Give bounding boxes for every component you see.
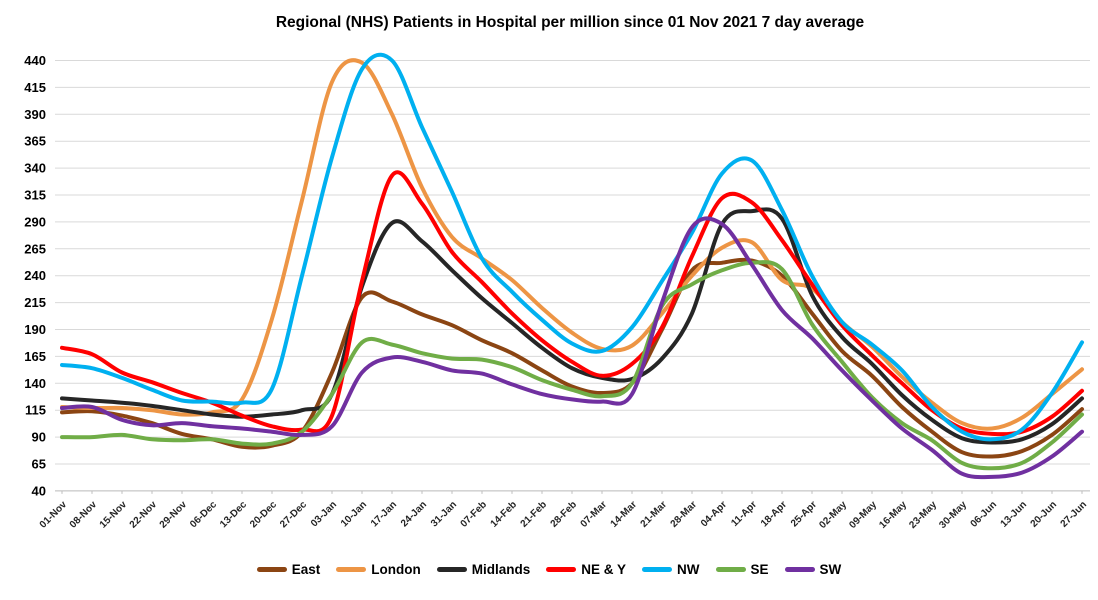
x-axis-tick-label: 14-Mar <box>609 499 640 530</box>
x-axis-tick-label: 03-Jan <box>309 499 339 529</box>
y-axis-tick-label: 315 <box>24 188 46 203</box>
legend-label-sw: SW <box>819 562 842 577</box>
y-axis-tick-label: 190 <box>24 322 46 337</box>
y-axis-tick-label: 265 <box>24 241 46 256</box>
legend-swatch-sw <box>784 567 815 572</box>
x-axis-tick-label: 11-Apr <box>729 499 759 529</box>
x-axis-tick-label: 18-Apr <box>759 499 789 529</box>
y-axis-tick-label: 365 <box>24 134 46 149</box>
y-axis-tick-label: 65 <box>32 457 46 472</box>
y-axis-tick-label: 390 <box>24 107 46 122</box>
legend: East London Midlands NE & Y NW SE SW <box>0 562 1098 577</box>
legend-item-se: SE <box>715 562 769 577</box>
chart-title: Regional (NHS) Patients in Hospital per … <box>275 14 865 31</box>
x-axis-tick-label: 23-May <box>907 499 939 531</box>
y-axis-tick-label: 440 <box>24 53 46 68</box>
legend-item-london: London <box>336 562 421 577</box>
legend-swatch-se <box>715 567 746 572</box>
x-axis-tick-label: 27-Dec <box>278 499 309 530</box>
legend-item-sw: SW <box>784 562 842 577</box>
legend-item-east: East <box>256 562 321 577</box>
series-line-sw <box>60 216 1084 480</box>
x-axis-tick-label: 30-May <box>937 499 969 531</box>
x-axis-tick-label: 28-Feb <box>549 499 580 530</box>
x-axis-tick-label: 21-Feb <box>519 499 550 530</box>
legend-swatch-ne-y <box>546 567 577 572</box>
y-axis-tick-label: 165 <box>24 349 46 364</box>
x-axis-tick-label: 14-Feb <box>489 499 520 530</box>
x-axis-tick-label: 21-Mar <box>639 499 670 530</box>
legend-swatch-midlands <box>436 567 467 572</box>
x-axis-tick-label: 29-Nov <box>158 499 190 531</box>
x-axis-tick-label: 17-Jan <box>369 499 399 529</box>
x-axis-tick-label: 15-Nov <box>98 499 130 531</box>
x-axis-tick-label: 20-Jun <box>1029 499 1060 530</box>
x-axis-tick-label: 07-Feb <box>459 499 490 530</box>
legend-item-midlands: Midlands <box>436 562 531 577</box>
series-line-east <box>60 257 1084 459</box>
y-axis-tick-label: 140 <box>24 376 46 391</box>
x-axis-tick-label: 06-Jun <box>969 499 1000 530</box>
plot-area: 440 415 390 365 340 315 290 265 240 215 190 165 140 1… <box>24 52 1090 531</box>
x-axis-tick-label: 13-Dec <box>218 499 249 530</box>
x-axis-tick-label: 07-Mar <box>579 499 610 530</box>
y-axis-tick-label: 90 <box>32 430 46 445</box>
series-line-midlands <box>60 207 1084 445</box>
y-axis-tick-label: 415 <box>24 80 46 95</box>
x-axis-tick-label: 22-Nov <box>128 499 160 531</box>
series-line-ne-y <box>60 170 1084 437</box>
x-axis-tick-label: 28-Mar <box>669 499 700 530</box>
x-axis-tick-label: 08-Nov <box>68 499 100 531</box>
legend-label-nw: NW <box>677 562 700 577</box>
x-axis-tick-label: 20-Dec <box>248 499 279 530</box>
x-axis-tick-label: 27-Jun <box>1059 499 1090 530</box>
y-axis-tick-label: 290 <box>24 214 46 229</box>
x-axis-tick-label: 24-Jan <box>399 499 429 529</box>
x-axis-tick-label: 13-Jun <box>999 499 1030 530</box>
x-axis-tick-label: 25-Apr <box>789 499 819 529</box>
x-axis-tick-label: 10-Jan <box>339 499 369 529</box>
legend-label-east: East <box>291 562 321 577</box>
y-axis-tick-label: 240 <box>24 268 46 283</box>
series-line-se <box>60 260 1084 471</box>
x-axis-tick-label: 06-Dec <box>188 499 219 530</box>
series-line-london <box>60 58 1084 431</box>
x-axis-tick-label: 09-May <box>847 499 879 531</box>
x-axis-tick-label: 01-Nov <box>38 499 70 531</box>
y-axis-tick-label: 115 <box>25 403 46 418</box>
series-line-nw <box>60 52 1084 442</box>
legend-label-london: London <box>371 562 421 577</box>
x-axis-tick-label: 31-Jan <box>429 499 459 529</box>
legend-item-ne-y: NE & Y <box>546 562 626 577</box>
legend-swatch-london <box>336 567 367 572</box>
legend-swatch-nw <box>642 567 673 572</box>
y-axis-tick-label: 215 <box>24 295 46 310</box>
legend-label-se: SE <box>750 562 769 577</box>
x-axis-tick-label: 04-Apr <box>699 499 729 529</box>
y-axis-tick-label: 340 <box>24 161 46 176</box>
x-axis-tick-label: 16-May <box>877 499 909 531</box>
y-axis-tick-label: 40 <box>32 483 46 498</box>
legend-label-ne-y: NE & Y <box>581 562 627 577</box>
x-axis-tick-label: 02-May <box>817 499 849 531</box>
legend-label-midlands: Midlands <box>471 562 531 577</box>
legend-item-nw: NW <box>642 562 700 577</box>
legend-swatch-east <box>256 567 287 572</box>
